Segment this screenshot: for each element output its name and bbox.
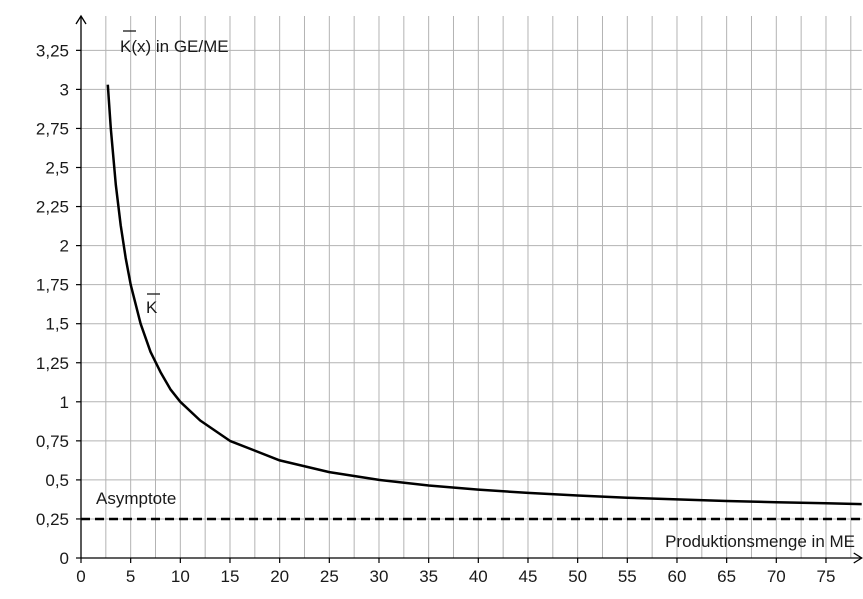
x-tick-label: 15 [221, 567, 240, 586]
y-tick-label: 1,5 [45, 315, 69, 334]
y-tick-label: 1,75 [36, 276, 69, 295]
y-tick-label: 0,5 [45, 471, 69, 490]
y-tick-label: 2 [60, 237, 69, 256]
y-tick-label: 3 [60, 80, 69, 99]
x-tick-label: 50 [568, 567, 587, 586]
x-tick-label: 5 [126, 567, 135, 586]
x-tick-label: 30 [370, 567, 389, 586]
tick-labels: 0 5 10 15 20 25 30 35 40 45 50 55 60 65 70 75 0 0,25 0,5 0,… [36, 41, 836, 586]
curve-label: K [146, 298, 158, 317]
x-tick-label: 75 [817, 567, 836, 586]
y-tick-label: 0,25 [36, 510, 69, 529]
y-tick-label: 1,25 [36, 354, 69, 373]
x-tick-label: 10 [171, 567, 190, 586]
x-tick-label: 65 [717, 567, 736, 586]
series [81, 30, 862, 521]
x-tick-label: 60 [668, 567, 687, 586]
axes [75, 14, 863, 564]
x-tick-label: 40 [469, 567, 488, 586]
x-tick-label: 70 [767, 567, 786, 586]
asymptote-label: Asymptote [96, 489, 176, 508]
x-axis-label: Produktionsmenge in ME [665, 532, 855, 551]
y-tick-label: 2,75 [36, 119, 69, 138]
x-axis-arrow [853, 552, 863, 564]
y-axis-arrow [75, 14, 87, 25]
x-tick-label: 25 [320, 567, 339, 586]
y-tick-label: 2,5 [45, 159, 69, 178]
y-axis-label: K(x) in GE/ME [120, 37, 229, 56]
y-tick-label: 0,75 [36, 432, 69, 451]
y-tick-label: 3,25 [36, 41, 69, 60]
x-tick-label: 45 [519, 567, 538, 586]
x-tick-label: 55 [618, 567, 637, 586]
y-tick-label: 0 [60, 549, 69, 568]
y-tick-label: 1 [60, 393, 69, 412]
y-tick-label: 2,25 [36, 198, 69, 217]
grid [81, 15, 862, 558]
cost-curve [106, 84, 862, 506]
x-tick-label: 0 [76, 567, 85, 586]
x-tick-label: 35 [419, 567, 438, 586]
x-tick-label: 20 [270, 567, 289, 586]
